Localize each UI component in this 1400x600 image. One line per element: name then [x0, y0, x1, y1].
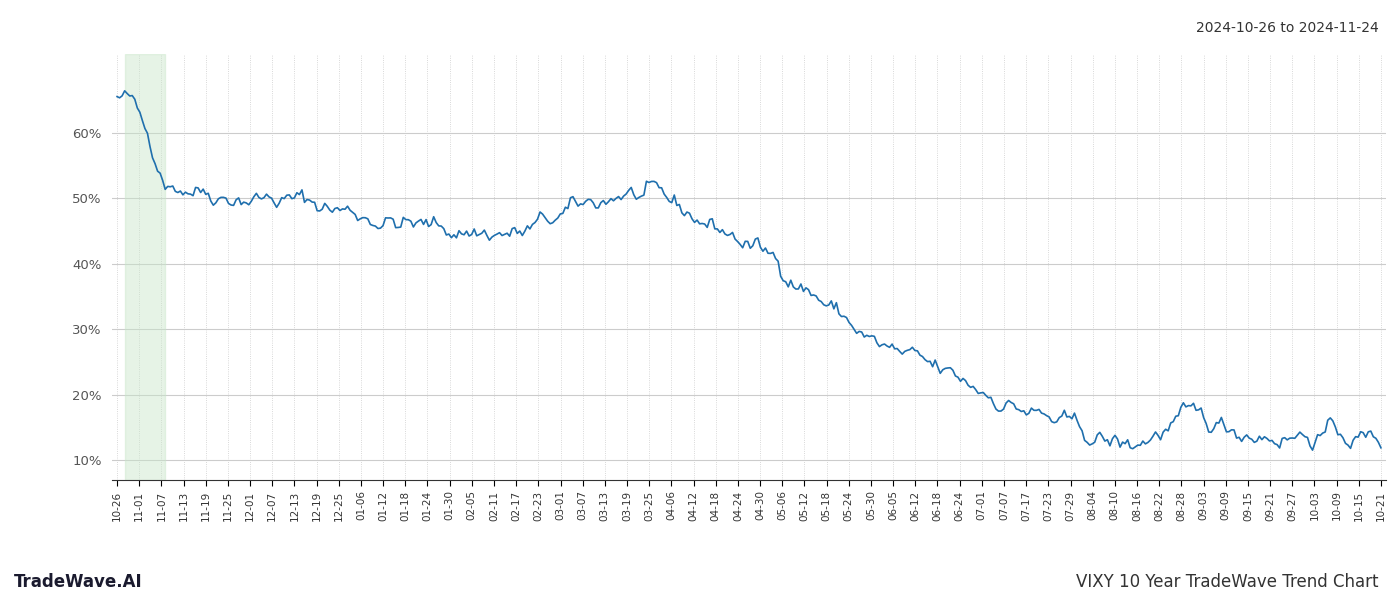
Bar	[125, 54, 165, 480]
Text: VIXY 10 Year TradeWave Trend Chart: VIXY 10 Year TradeWave Trend Chart	[1077, 573, 1379, 591]
Text: TradeWave.AI: TradeWave.AI	[14, 573, 143, 591]
Text: 2024-10-26 to 2024-11-24: 2024-10-26 to 2024-11-24	[1196, 21, 1379, 35]
